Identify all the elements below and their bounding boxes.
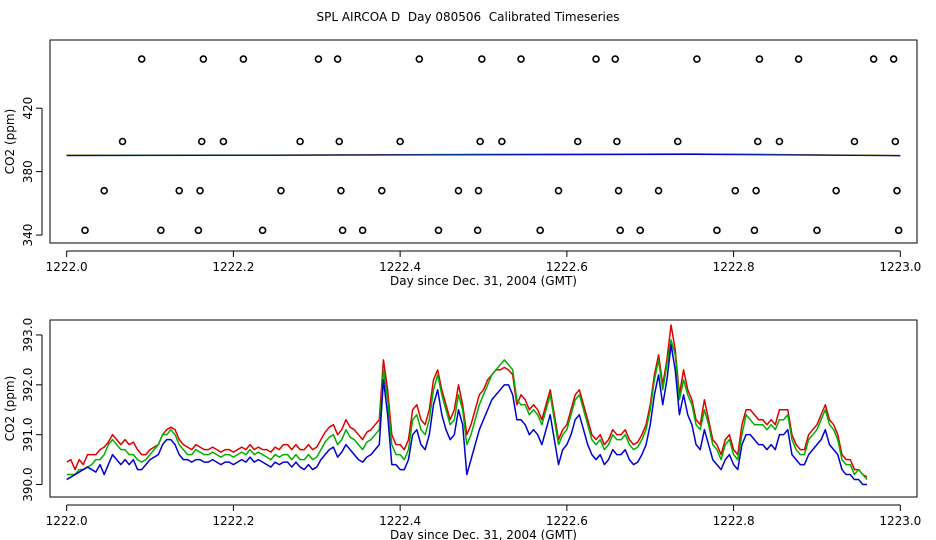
data-point [813, 226, 821, 235]
data-point [333, 55, 342, 63]
data-point [258, 226, 267, 235]
data-point [474, 186, 483, 195]
x-tick-label: 1222.0 [46, 514, 88, 528]
y-tick-label: 391.0 [21, 417, 35, 451]
x-tick-label: 1222.6 [546, 514, 588, 528]
data-point [832, 186, 840, 195]
y-tick-label: 420 [21, 97, 35, 120]
data-point [636, 226, 645, 235]
data-point [196, 186, 204, 195]
data-point [611, 55, 620, 63]
data-point [454, 186, 463, 195]
data-point [731, 186, 740, 195]
y-tick-label: 340 [21, 224, 35, 247]
x-tick-label: 1222.2 [212, 514, 254, 528]
plot-area [66, 55, 903, 235]
data-point [81, 226, 89, 235]
data-point [219, 137, 228, 146]
top-chart-panel: 1222.0 1222.2 1222.4 1222.6 1222.8 1223.0 Day … [3, 39, 921, 288]
x-tick-label: 1222.4 [379, 260, 421, 274]
data-point [434, 226, 443, 235]
x-tick-label: 1223.0 [879, 260, 921, 274]
data-point [893, 186, 901, 195]
series-line-0 [66, 324, 868, 478]
data-point [753, 137, 762, 146]
data-point [473, 226, 482, 235]
data-point [616, 226, 625, 235]
data-point [175, 186, 184, 195]
data-point [673, 137, 682, 146]
x-tick-label: 1222.8 [713, 514, 755, 528]
data-point [891, 137, 900, 146]
data-point [415, 55, 424, 63]
data-point [498, 137, 506, 146]
x-tick-label: 1222.4 [379, 514, 421, 528]
data-point [337, 186, 345, 195]
data-point [894, 226, 903, 235]
data-point [536, 226, 544, 235]
data-point [752, 186, 760, 195]
y-tick-label: 393.0 [21, 318, 35, 352]
y-tick-label: 392.0 [21, 368, 35, 402]
data-point [750, 226, 759, 235]
data-point [573, 137, 582, 146]
data-point [614, 186, 623, 195]
series-line-2 [66, 153, 901, 157]
y-tick-label: 390.0 [21, 467, 35, 501]
data-point [100, 186, 108, 195]
data-point [157, 226, 165, 235]
data-point [613, 137, 621, 146]
data-point [194, 226, 203, 235]
series-line-1 [66, 339, 868, 481]
data-point [118, 137, 127, 146]
series-line-2 [66, 344, 867, 486]
data-point [478, 55, 486, 63]
data-point [850, 137, 859, 146]
data-point [654, 186, 663, 195]
data-point [137, 55, 146, 63]
x-tick-label: 1222.0 [46, 260, 88, 274]
data-point [396, 137, 404, 146]
x-tick-label: 1222.8 [713, 260, 755, 274]
data-point [693, 55, 701, 63]
data-point [338, 226, 347, 235]
data-point [197, 137, 206, 146]
y-tick-label: 380 [21, 160, 35, 183]
data-point [869, 55, 878, 63]
data-point [314, 55, 323, 63]
data-point [296, 137, 304, 146]
data-point [335, 137, 344, 146]
x-tick-label: 1222.2 [212, 260, 254, 274]
x-axis-label: Day since Dec. 31, 2004 (GMT) [390, 528, 577, 540]
y-axis-label: CO2 (ppm) [3, 376, 17, 442]
data-point [277, 186, 285, 195]
plot-frame [49, 39, 918, 244]
plot-area [66, 324, 868, 486]
data-point [476, 137, 484, 146]
data-point [358, 226, 367, 235]
data-point [239, 55, 248, 63]
bottom-chart-panel: 1222.0 1222.2 1222.4 1222.6 1222.8 1223.0 Day … [3, 318, 921, 540]
x-tick-label: 1223.0 [879, 514, 921, 528]
data-point [517, 55, 525, 63]
data-point [889, 55, 898, 63]
data-point [755, 55, 764, 63]
data-point [592, 55, 600, 63]
y-axis-label: CO2 (ppm) [3, 109, 17, 175]
data-point [199, 55, 208, 63]
page-title: SPL AIRCOA D Day 080506 Calibrated Times… [316, 10, 620, 24]
data-point [554, 186, 563, 195]
data-point [775, 137, 784, 146]
x-tick-label: 1222.6 [546, 260, 588, 274]
data-point [794, 55, 803, 63]
data-point [713, 226, 721, 235]
data-point [377, 186, 386, 195]
plot-frame [49, 319, 918, 498]
x-axis-label: Day since Dec. 31, 2004 (GMT) [390, 274, 577, 288]
